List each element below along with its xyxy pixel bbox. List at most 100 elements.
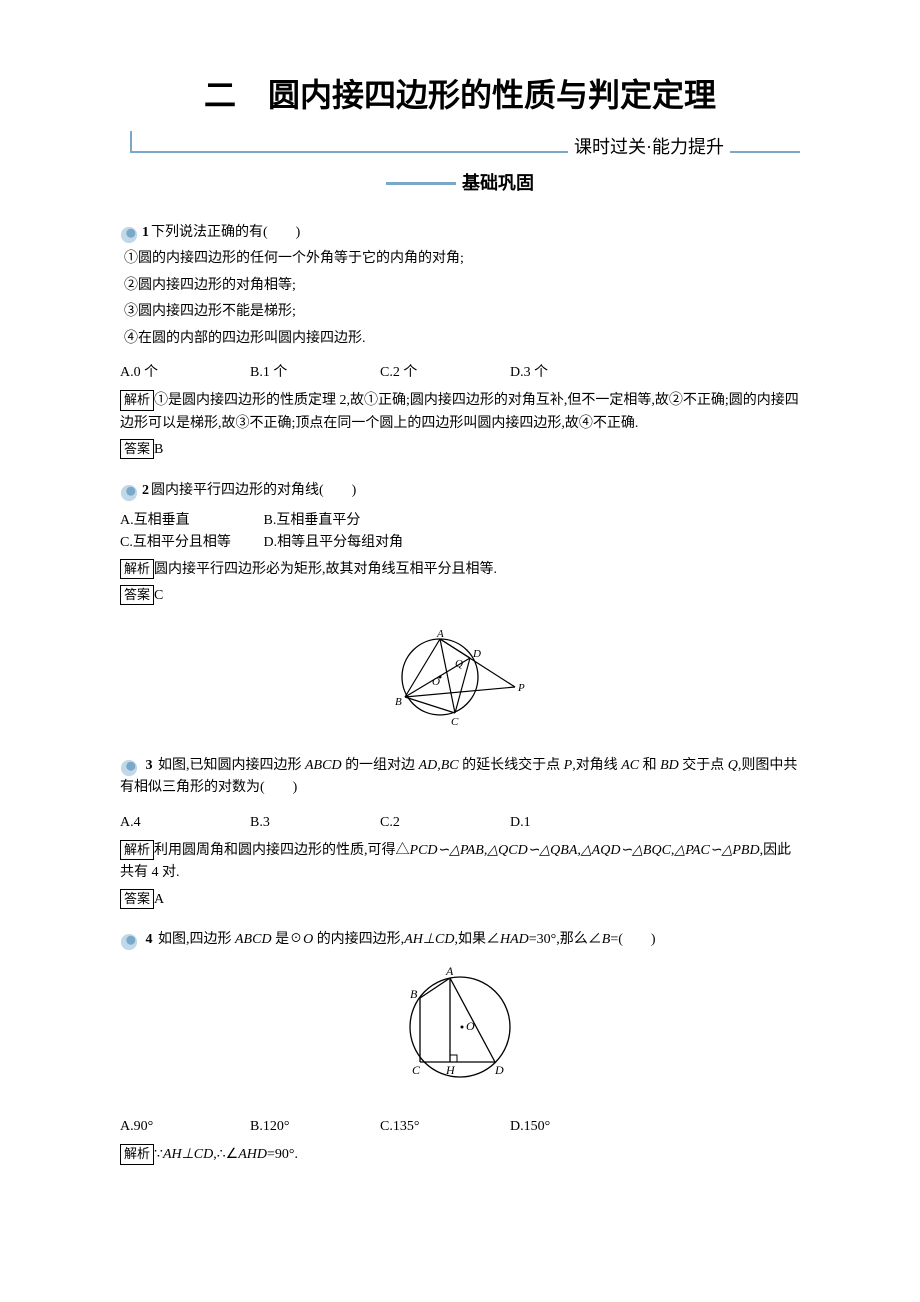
question-2: 2 圆内接平行四边形的对角线( ) A.互相垂直 B.互相垂直平分 C.互相平分… [120,480,800,608]
stem-part: HAD [500,932,529,947]
options-row: A.4 B.3 C.2 D.1 [120,812,800,834]
analysis: 解析圆内接平行四边形必为矩形,故其对角线互相平分且相等. [120,559,800,581]
answer-text: C [154,588,163,603]
stem-part: 的一组对边 [342,758,419,773]
subtitle: 课时过关·能力提升 [568,133,730,162]
answer-text: B [154,442,163,457]
bullet-icon [120,759,138,777]
option-a: A.90° [120,1116,250,1138]
stem-part: ABCD [235,932,272,947]
option-d: D.1 [510,812,640,834]
option-a: A.互相垂直 [120,510,260,532]
stem-part: O [303,932,313,947]
question-3: 3 如图,已知圆内接四边形 ABCD 的一组对边 AD,BC 的延长线交于点 P… [120,755,800,911]
option-a: A.4 [120,812,250,834]
answer-label: 答案 [120,889,154,909]
option-c: C.135° [380,1116,510,1138]
question-stem: 下列说法正确的有( ) [151,222,300,244]
section-bar [386,182,456,185]
options-row: A.90° B.120° C.135° D.150° [120,1116,800,1138]
analysis-text: ①是圆内接四边形的性质定理 2,故①正确;圆内接四边形的对角互补,但不一定相等,… [120,393,799,430]
stem-part: AH⊥CD [404,932,454,947]
options-row-2: C.互相平分且相等 D.相等且平分每组对角 [120,532,800,554]
analysis-label: 解析 [120,390,154,410]
analysis: 解析利用圆周角和圆内接四边形的性质,可得△PCD∽△PAB,△QCD∽△QBA,… [120,840,800,885]
stem-part: ,如果∠ [455,932,501,947]
stem-part: 和 [639,758,660,773]
question-number: 3 [146,758,153,773]
stem-part: ABCD [305,758,342,773]
stem-part: Q [728,758,738,773]
svg-text:B: B [410,987,418,1001]
bullet-icon [120,484,138,502]
svg-text:B: B [395,696,402,708]
analysis-text: AHD [238,1147,267,1162]
answer-label: 答案 [120,439,154,459]
svg-text:O: O [432,676,440,688]
svg-text:C: C [451,716,459,728]
option-b: B.1 个 [250,362,380,384]
options-row-1: A.互相垂直 B.互相垂直平分 [120,510,800,532]
question-number: 4 [146,932,153,947]
analysis-label: 解析 [120,840,154,860]
section-label: 基础巩固 [462,169,534,198]
answer: 答案B [120,439,800,461]
stem-part: 的内接四边形, [313,932,404,947]
option-c: C.互相平分且相等 [120,532,260,554]
stem-part: AC [621,758,639,773]
option-d: D.150° [510,1116,640,1138]
option-b: B.互相垂直平分 [264,513,361,528]
bullet-icon [120,226,138,244]
analysis-text: AH⊥CD [163,1147,213,1162]
stem-part: =30°,那么∠ [529,932,602,947]
analysis: 解析①是圆内接四边形的性质定理 2,故①正确;圆内接四边形的对角互补,但不一定相… [120,390,800,435]
option-c: C.2 [380,812,510,834]
answer-text: A [154,892,164,907]
figure-q3: A B C D O Q P [120,625,800,738]
svg-text:P: P [517,682,525,694]
analysis-text: 圆内接平行四边形必为矩形,故其对角线互相平分且相等. [154,562,497,577]
option-b: B.3 [250,812,380,834]
stmt-1: ①圆的内接四边形的任何一个外角等于它的内角的对角; [124,248,800,270]
option-b: B.120° [250,1116,380,1138]
stem-part: AD,BC [419,758,459,773]
question-number: 1 [142,222,149,244]
question-4: 4 如图,四边形 ABCD 是☉O 的内接四边形,AH⊥CD,如果∠HAD=30… [120,929,800,1167]
analysis-text: ∵ [154,1147,163,1162]
stem-part: P [564,758,573,773]
analysis-label: 解析 [120,1144,154,1164]
stem-part: 如图,已知圆内接四边形 [158,758,305,773]
svg-text:D: D [494,1063,504,1077]
section-header: 基础巩固 [120,169,800,198]
stmt-4: ④在圆的内部的四边形叫圆内接四边形. [124,328,800,350]
svg-text:A: A [436,628,444,640]
stem-part: 如图,四边形 [158,932,235,947]
answer-label: 答案 [120,585,154,605]
analysis-text: PCD∽△PAB,△QCD∽△QBA,△AQD∽△BQC,△PAC∽△PBD [410,843,760,858]
figure-q4: A B C D H O [120,962,800,1100]
stem-part: =( ) [610,932,655,947]
option-a: A.0 个 [120,362,250,384]
stem-part: 是☉ [272,932,304,947]
answer: 答案C [120,585,800,607]
subtitle-rule: 课时过关·能力提升 [130,131,800,153]
svg-text:Q: Q [455,658,463,670]
svg-text:D: D [472,648,481,660]
analysis-label: 解析 [120,559,154,579]
analysis-text: ,∴∠ [213,1147,238,1162]
bullet-icon [120,933,138,951]
svg-text:O: O [466,1019,475,1033]
answer: 答案A [120,889,800,911]
stem-part: ,对角线 [572,758,621,773]
stmt-3: ③圆内接四边形不能是梯形; [124,301,800,323]
question-1: 1 下列说法正确的有( ) ①圆的内接四边形的任何一个外角等于它的内角的对角; … [120,222,800,462]
question-stem: 圆内接平行四边形的对角线( ) [151,480,356,502]
analysis-text: =90°. [267,1147,298,1162]
option-d: D.3 个 [510,362,640,384]
options-row: A.0 个 B.1 个 C.2 个 D.3 个 [120,362,800,384]
stem-part: 的延长线交于点 [459,758,564,773]
svg-text:C: C [412,1063,421,1077]
stem-part: 交于点 [679,758,728,773]
analysis-text: 利用圆周角和圆内接四边形的性质,可得△ [154,843,410,858]
option-c: C.2 个 [380,362,510,384]
